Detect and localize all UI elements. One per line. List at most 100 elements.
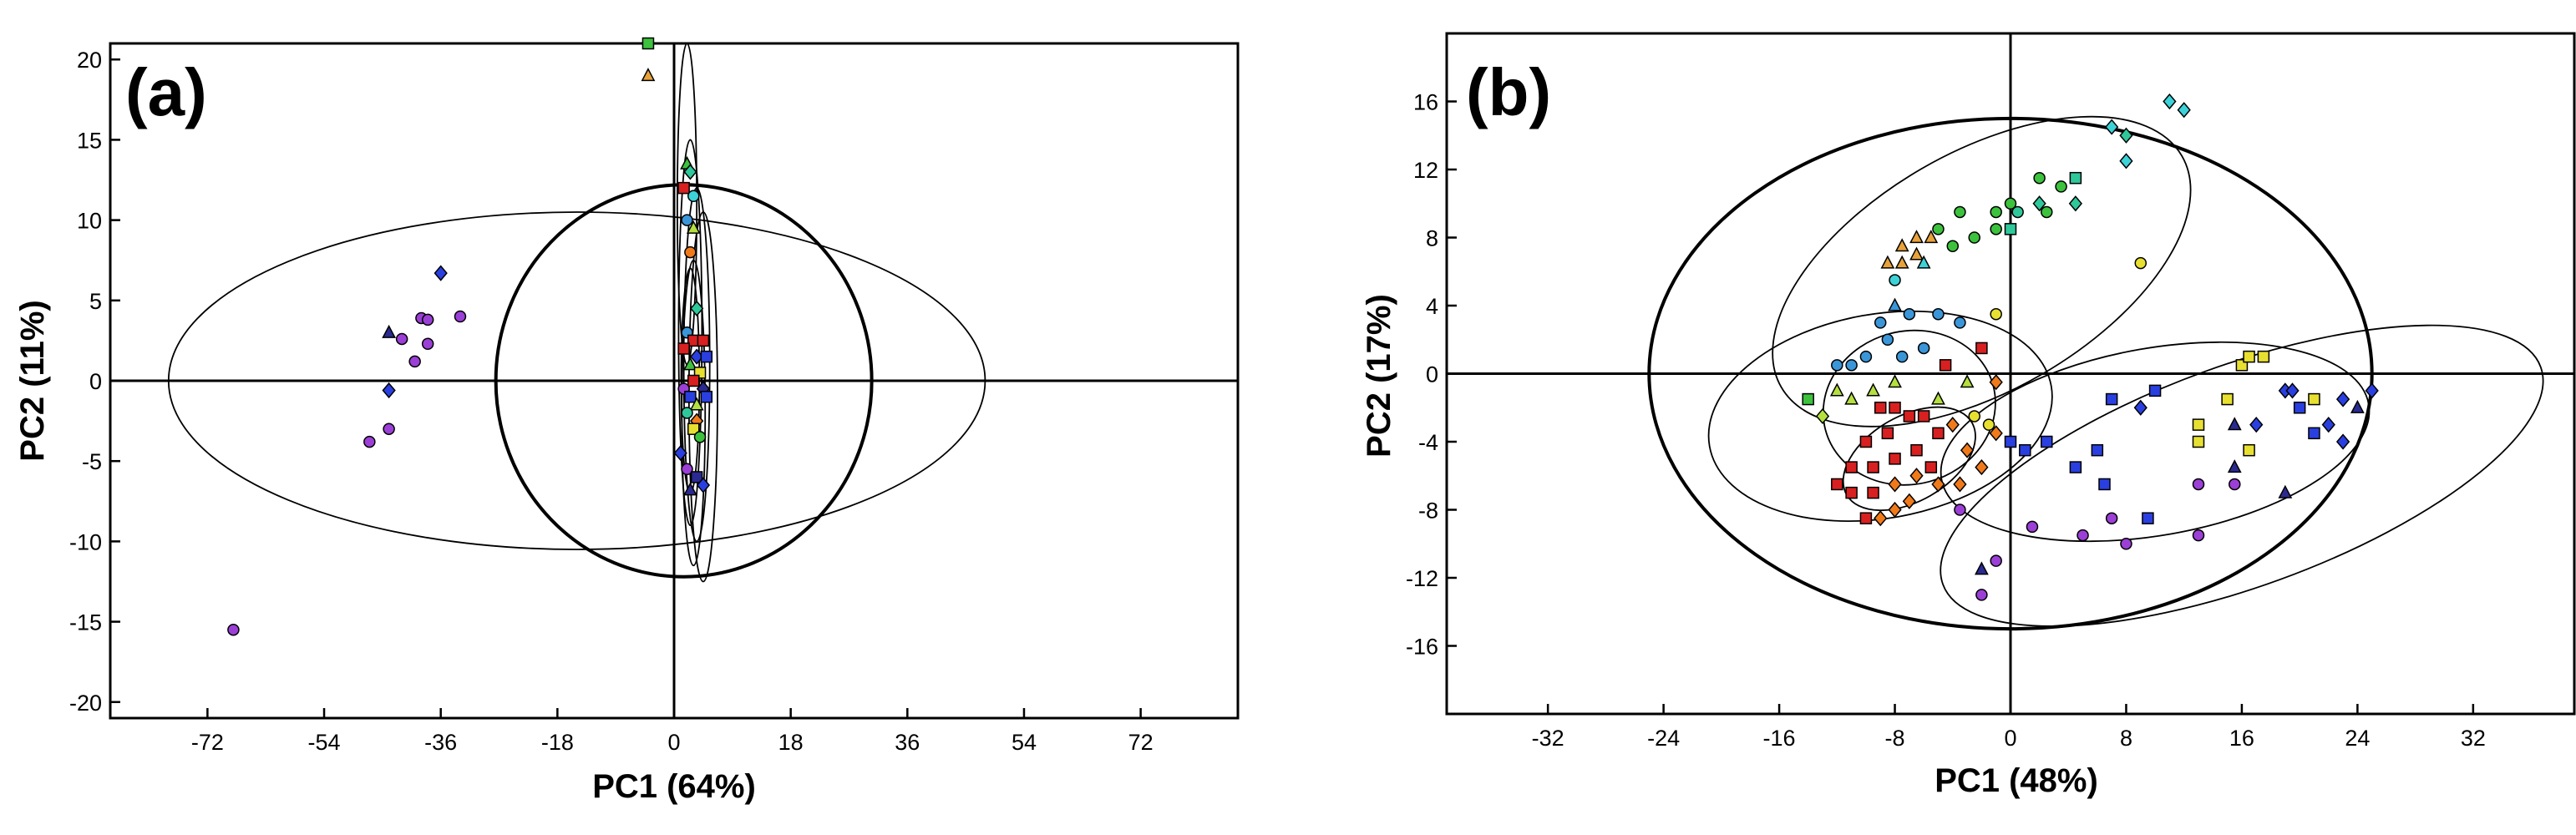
b-data-point <box>1889 453 1901 465</box>
panel-a-x-ticks: -72 -54 -36 -18 0 18 36 54 72 <box>191 708 1154 755</box>
b-data-point <box>1990 554 2002 567</box>
b-data-point <box>2011 205 2024 219</box>
b-data-point <box>1888 476 1902 493</box>
a-x-tick-label: 18 <box>778 730 804 755</box>
a-data-point <box>690 300 704 317</box>
b-data-point <box>1968 231 1980 244</box>
b-data-point <box>2192 435 2205 448</box>
b-data-point <box>2026 520 2039 534</box>
b-data-point <box>2098 478 2111 491</box>
b-data-point <box>1909 468 1924 484</box>
b-data-point <box>1924 461 1938 473</box>
b-data-point <box>1975 589 1988 601</box>
a-data-point <box>395 332 408 346</box>
b-data-point <box>1946 240 1960 252</box>
b-x-tick-label: -8 <box>1885 726 1905 751</box>
a-data-point <box>677 181 690 195</box>
b-confidence-ellipse-1 <box>1772 115 2192 428</box>
b-data-point <box>1917 342 1930 355</box>
a-y-tick-label: 5 <box>89 289 102 314</box>
a-data-point <box>687 190 700 203</box>
a-data-point <box>681 407 693 419</box>
b-data-point <box>2105 392 2118 406</box>
panel-b-x-ticks: -32 -24 -16 -8 0 8 16 24 32 <box>1532 704 2486 751</box>
a-confidence-ellipse-0 <box>167 211 986 550</box>
b-y-tick-label: 8 <box>1426 226 1438 251</box>
b-data-point <box>1902 493 1916 509</box>
b-data-point <box>1932 427 1945 440</box>
b-x-tick-label: 16 <box>2229 726 2254 751</box>
b-data-point <box>1924 230 1939 244</box>
b-data-point <box>1802 392 1814 406</box>
b-data-point <box>2257 350 2270 363</box>
b-data-point <box>1845 461 1858 473</box>
b-data-point <box>1954 504 1966 516</box>
b-data-point <box>1845 359 1858 372</box>
b-data-point <box>1895 350 1909 363</box>
b-data-point <box>2119 127 2133 144</box>
b-data-point <box>2350 399 2365 413</box>
a-confidence-ellipse-2 <box>676 43 698 366</box>
b-confidence-ellipse-3 <box>1707 310 2053 523</box>
a-data-point <box>408 355 421 368</box>
a-data-point <box>421 313 434 326</box>
b-data-point <box>1939 359 1952 372</box>
a-x-tick-label: -72 <box>191 730 224 755</box>
b-data-point <box>1932 307 1945 321</box>
b-data-point <box>1990 307 2002 321</box>
a-data-point <box>383 423 395 435</box>
b-data-point <box>1960 442 1975 458</box>
a-data-point <box>641 68 656 82</box>
panel-b-y-ticks: -16 -12 -8 -4 0 4 8 12 16 <box>1406 90 1457 660</box>
b-data-point <box>1889 402 1901 414</box>
b-data-point <box>1990 205 2002 219</box>
b-data-point <box>1888 501 1902 519</box>
b-data-point <box>2308 427 2320 440</box>
b-data-point <box>2243 350 2255 363</box>
b-data-point <box>2091 443 2104 457</box>
a-confidence-ellipse-4 <box>682 187 711 543</box>
b-data-point <box>1989 374 2003 391</box>
a-data-point <box>683 357 697 371</box>
b-x-tick-label: 0 <box>2004 726 2016 751</box>
panel-a-points <box>227 37 713 636</box>
b-data-point <box>1874 510 1888 527</box>
b-x-tick-label: -32 <box>1532 726 1564 751</box>
panel-a-axes-lines <box>110 43 1238 718</box>
a-x-tick-label: -36 <box>424 730 457 755</box>
a-y-tick-label: 0 <box>89 369 102 394</box>
a-data-point <box>697 334 710 347</box>
b-data-point <box>2069 171 2082 185</box>
b-data-point <box>2227 417 2242 431</box>
b-y-tick-label: -8 <box>1418 498 1438 524</box>
b-confidence-ellipse-2 <box>1822 329 1996 486</box>
b-data-point <box>1888 297 1902 311</box>
b-data-point <box>1894 238 1909 252</box>
b-data-point <box>1954 316 1966 329</box>
b-data-point <box>1831 478 1843 491</box>
b-data-point <box>1815 407 1830 425</box>
a-data-point <box>434 265 448 281</box>
panel-b-ellipses <box>1647 115 2544 631</box>
b-data-point <box>2321 417 2335 433</box>
b-data-point <box>1845 486 1858 499</box>
b-data-point <box>2068 195 2083 212</box>
a-data-point <box>677 342 690 355</box>
b-data-point <box>1975 342 1988 355</box>
b-y-tick-label: 12 <box>1413 158 1438 183</box>
b-data-point <box>2004 435 2017 448</box>
panel-a-y-axis-title: PC2 (11%) <box>14 300 51 461</box>
b-confidence-ellipse-6 <box>1940 324 2544 627</box>
panel-a: (a) PC1 (64%) PC2 (11%) -72 -54 -36 -18 0 18 3… <box>14 37 1240 805</box>
b-data-point <box>1932 223 1945 235</box>
a-data-point <box>681 463 693 476</box>
b-data-point <box>2041 435 2053 448</box>
b-data-point <box>2249 417 2264 433</box>
b-data-point <box>2243 443 2255 457</box>
a-data-point <box>696 477 711 493</box>
b-data-point <box>1945 417 1960 433</box>
b-x-tick-label: 24 <box>2345 726 2370 751</box>
a-y-tick-label: 15 <box>77 128 102 153</box>
b-confidence-ellipse-5 <box>1940 341 2371 543</box>
